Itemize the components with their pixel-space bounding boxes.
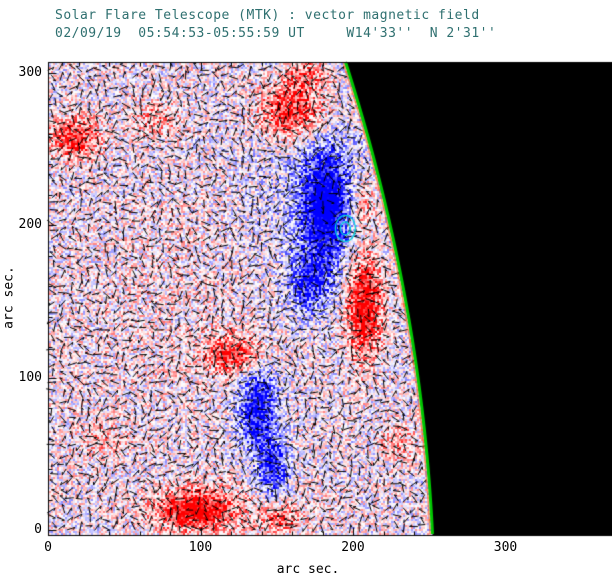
x-tick-label: 0	[44, 540, 52, 555]
y-axis-label: arc sec.	[1, 266, 17, 329]
chart-title: Solar Flare Telescope (MTK) : vector mag…	[55, 8, 480, 23]
x-tick-label: 100	[188, 540, 213, 555]
x-tick-label: 300	[493, 540, 518, 555]
x-tick-label: 200	[341, 540, 365, 555]
y-tick-label: 0	[34, 522, 42, 537]
y-tick-label: 200	[18, 217, 42, 233]
y-tick-label: 300	[18, 65, 42, 81]
x-axis-label: arc sec.	[276, 562, 340, 577]
chart-subtitle: 02/09/19 05:54:53-05:55:59 UT W14'33'' N…	[55, 26, 497, 41]
y-tick-label: 100	[18, 369, 42, 385]
